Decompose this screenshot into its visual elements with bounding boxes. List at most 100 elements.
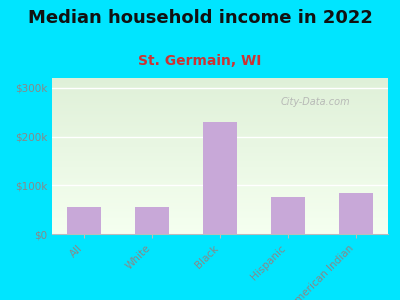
Bar: [52, 178, 388, 179]
Bar: [52, 169, 388, 170]
Bar: [52, 211, 388, 212]
Bar: [52, 125, 388, 126]
Bar: [52, 130, 388, 131]
Bar: [52, 200, 388, 201]
Bar: [52, 162, 388, 164]
Bar: [52, 109, 388, 111]
Bar: [52, 176, 388, 178]
Bar: [52, 126, 388, 128]
Bar: [52, 123, 388, 125]
Bar: [52, 206, 388, 208]
Bar: [52, 179, 388, 181]
Bar: [52, 117, 388, 118]
Bar: [52, 153, 388, 154]
Bar: [52, 228, 388, 229]
Bar: [52, 136, 388, 137]
Bar: [52, 87, 388, 89]
Bar: [52, 229, 388, 231]
Bar: [52, 150, 388, 151]
Bar: [52, 133, 388, 134]
Bar: [52, 89, 388, 91]
Bar: [52, 192, 388, 194]
Bar: [52, 103, 388, 104]
Bar: [52, 215, 388, 217]
Bar: [52, 91, 388, 92]
Bar: [52, 137, 388, 139]
Bar: [52, 142, 388, 143]
Bar: [52, 201, 388, 203]
Bar: [52, 104, 388, 106]
Bar: [52, 98, 388, 100]
Bar: [52, 190, 388, 192]
Bar: [52, 84, 388, 86]
Bar: [52, 165, 388, 167]
Bar: [52, 101, 388, 103]
Bar: [52, 78, 388, 80]
Bar: [52, 83, 388, 84]
Bar: [52, 131, 388, 133]
Bar: [52, 164, 388, 165]
Text: City-Data.com: City-Data.com: [280, 97, 350, 107]
Bar: [52, 175, 388, 176]
Bar: [52, 143, 388, 145]
Bar: [52, 212, 388, 214]
Bar: [52, 195, 388, 196]
Bar: [203, 122, 237, 234]
Bar: [52, 97, 388, 98]
Bar: [52, 173, 388, 175]
Bar: [52, 189, 388, 190]
Bar: [52, 111, 388, 112]
Bar: [52, 120, 388, 122]
Bar: [52, 172, 388, 173]
Bar: [52, 80, 388, 81]
Bar: [52, 225, 388, 226]
Bar: [52, 182, 388, 184]
Bar: [52, 112, 388, 114]
Text: St. Germain, WI: St. Germain, WI: [138, 54, 262, 68]
Bar: [52, 204, 388, 206]
Bar: [52, 223, 388, 225]
Bar: [52, 114, 388, 116]
Bar: [271, 197, 305, 234]
Bar: [52, 145, 388, 147]
Bar: [52, 167, 388, 169]
Bar: [52, 86, 388, 87]
Bar: [52, 203, 388, 204]
Bar: [52, 198, 388, 200]
Bar: [52, 208, 388, 209]
Bar: [52, 92, 388, 94]
Bar: [52, 184, 388, 186]
Bar: [67, 207, 101, 234]
Bar: [52, 147, 388, 148]
Bar: [52, 100, 388, 101]
Bar: [52, 148, 388, 150]
Bar: [52, 170, 388, 172]
Bar: [52, 226, 388, 228]
Bar: [52, 134, 388, 136]
Bar: [52, 108, 388, 109]
Bar: [52, 151, 388, 153]
Bar: [135, 207, 169, 234]
Bar: [52, 154, 388, 156]
Bar: [52, 161, 388, 162]
Bar: [52, 209, 388, 211]
Bar: [52, 159, 388, 161]
Bar: [339, 193, 373, 234]
Bar: [52, 214, 388, 215]
Bar: [52, 139, 388, 140]
Bar: [52, 106, 388, 108]
Bar: [52, 156, 388, 158]
Bar: [52, 217, 388, 218]
Bar: [52, 220, 388, 221]
Bar: [52, 158, 388, 159]
Bar: [52, 95, 388, 97]
Bar: [52, 218, 388, 220]
Bar: [52, 118, 388, 120]
Bar: [52, 140, 388, 142]
Bar: [52, 187, 388, 189]
Bar: [52, 116, 388, 117]
Bar: [52, 232, 388, 234]
Bar: [52, 231, 388, 232]
Bar: [52, 128, 388, 130]
Bar: [52, 122, 388, 123]
